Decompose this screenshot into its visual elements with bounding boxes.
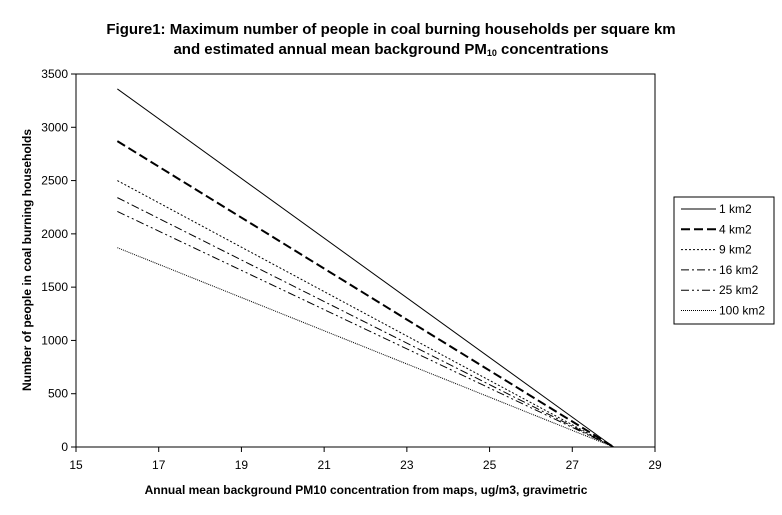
legend-label: 100 km2 bbox=[719, 304, 765, 318]
legend-label: 25 km2 bbox=[719, 283, 759, 297]
series-line bbox=[117, 180, 614, 448]
legend: 1 km2 4 km2 9 km2 16 km2 25 km2 100 km2 bbox=[673, 196, 775, 325]
legend-box bbox=[673, 196, 775, 325]
x-tick-label: 17 bbox=[152, 458, 166, 472]
chart-title-line-1: Figure1: Maximum number of people in coa… bbox=[106, 21, 676, 38]
series-line bbox=[116, 140, 615, 448]
y-tick-label: 0 bbox=[61, 440, 68, 454]
x-tick-label: 19 bbox=[235, 458, 249, 472]
series-line bbox=[117, 88, 614, 448]
y-tick-label: 1500 bbox=[41, 280, 68, 294]
x-tick-label: 25 bbox=[483, 458, 497, 472]
x-axis: 15 17 19 21 23 25 27 29 bbox=[69, 447, 662, 472]
y-axis-title: Number of people in coal burning househo… bbox=[20, 129, 34, 391]
x-tick-label: 21 bbox=[317, 458, 331, 472]
y-tick-label: 3000 bbox=[41, 120, 68, 134]
y-axis: 0 500 1000 1500 2000 2500 3000 3500 bbox=[41, 67, 76, 454]
x-tick-label: 23 bbox=[400, 458, 414, 472]
y-tick-label: 3500 bbox=[41, 67, 68, 81]
series-lines bbox=[116, 88, 615, 448]
x-axis-title: Annual mean background PM10 concentratio… bbox=[145, 483, 588, 497]
x-tick-label: 29 bbox=[648, 458, 662, 472]
chart-title-subscript: 10 bbox=[486, 48, 497, 58]
plot-area bbox=[75, 73, 656, 448]
y-tick-label: 1000 bbox=[41, 333, 68, 347]
y-tick-label: 500 bbox=[48, 387, 68, 401]
legend-label: 16 km2 bbox=[719, 263, 759, 277]
series-line bbox=[117, 197, 614, 448]
y-tick-label: 2000 bbox=[41, 227, 68, 241]
x-tick-label: 15 bbox=[69, 458, 83, 472]
legend-label: 4 km2 bbox=[719, 222, 752, 236]
chart-title-suffix: concentrations bbox=[496, 41, 609, 58]
chart-title-line-2: and estimated annual mean background PM1… bbox=[0, 40, 782, 63]
y-tick-label: 2500 bbox=[41, 174, 68, 188]
series-line bbox=[117, 211, 614, 448]
legend-label: 9 km2 bbox=[719, 243, 752, 257]
chart-title-text: and estimated annual mean background PM bbox=[173, 41, 487, 58]
x-tick-label: 27 bbox=[566, 458, 580, 472]
legend-label: 1 km2 bbox=[719, 202, 752, 216]
